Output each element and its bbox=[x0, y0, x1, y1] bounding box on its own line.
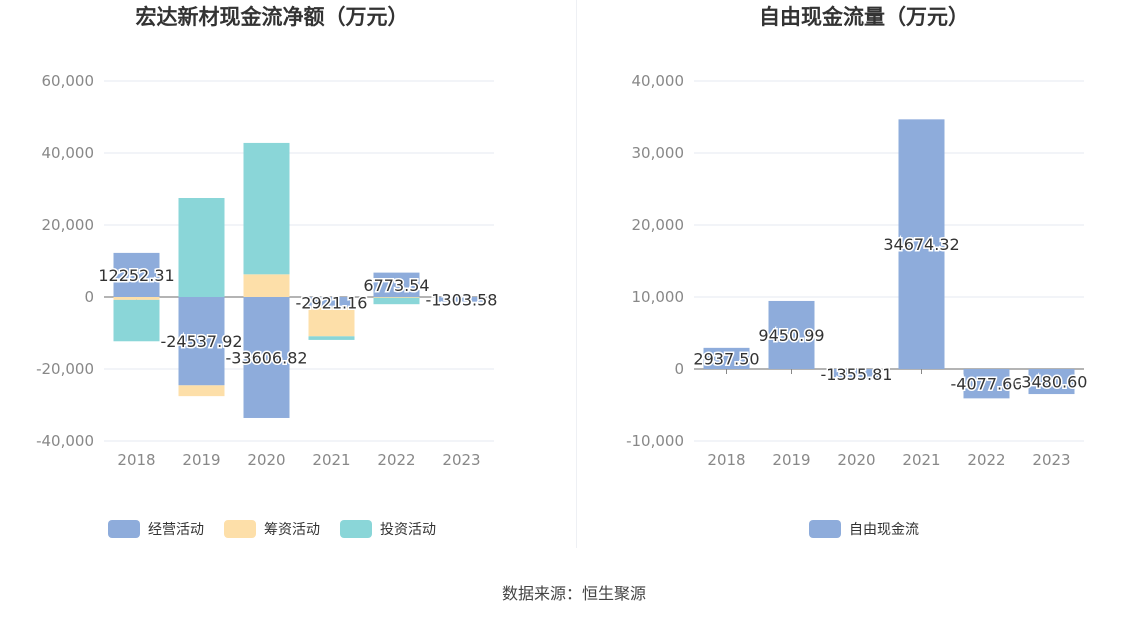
legend-swatch bbox=[108, 520, 140, 538]
x-tick-label: 2022 bbox=[967, 451, 1005, 469]
data-label: 6773.54 bbox=[363, 276, 429, 295]
data-label: -2921.16 bbox=[296, 293, 368, 312]
bar-筹资活动-2018 bbox=[113, 297, 160, 300]
legend-label: 自由现金流 bbox=[849, 522, 919, 538]
bar-自由现金流-2019 bbox=[768, 300, 815, 369]
y-tick-label: -20,000 bbox=[36, 360, 94, 378]
y-tick-label: 30,000 bbox=[632, 144, 685, 162]
y-tick-label: -10,000 bbox=[626, 432, 684, 450]
data-label: -24537.92 bbox=[160, 332, 242, 351]
data-label: -1303.58 bbox=[426, 290, 498, 309]
data-label: -33606.82 bbox=[225, 348, 307, 367]
bar-经营活动-2019 bbox=[178, 297, 225, 386]
legend-label: 投资活动 bbox=[380, 522, 436, 538]
data-label: 12252.31 bbox=[98, 266, 174, 285]
y-tick-label: 60,000 bbox=[42, 72, 95, 90]
y-tick-label: 20,000 bbox=[42, 216, 95, 234]
y-tick-label: 0 bbox=[84, 288, 94, 306]
x-tick-label: 2020 bbox=[247, 451, 285, 469]
data-source: 数据来源：恒生聚源 bbox=[501, 584, 646, 603]
legend-label: 筹资活动 bbox=[264, 521, 320, 538]
x-tick-label: 2022 bbox=[377, 451, 415, 469]
bar-经营活动-2020 bbox=[243, 297, 290, 418]
bar-筹资活动-2020 bbox=[243, 274, 290, 297]
bar-经营活动-2023 bbox=[438, 297, 485, 302]
x-tick-label: 2018 bbox=[707, 451, 745, 469]
y-tick-label: 0 bbox=[674, 360, 684, 378]
y-tick-label: 10,000 bbox=[632, 288, 685, 306]
data-label: -4077.66 bbox=[951, 375, 1023, 394]
x-tick-label: 2019 bbox=[182, 451, 220, 469]
y-tick-label: 40,000 bbox=[632, 72, 685, 90]
bar-经营活动-2018 bbox=[113, 252, 160, 297]
y-tick-label: -40,000 bbox=[36, 432, 94, 450]
bar-筹资活动-2019 bbox=[178, 385, 225, 397]
bar-投资活动-2019 bbox=[178, 198, 225, 297]
x-tick-label: 2018 bbox=[117, 451, 155, 469]
bar-自由现金流-2023 bbox=[1028, 369, 1075, 395]
chart-2: 自由现金流量（万元） 40,000 30,000 20,000 10,000 0 -10,0… bbox=[626, 5, 1089, 538]
data-label: 9450.99 bbox=[758, 326, 824, 345]
data-label: -3480.60 bbox=[1016, 373, 1088, 392]
x-tick-label: 2023 bbox=[442, 451, 480, 469]
chart-title: 宏达新材现金流净额（万元） bbox=[136, 5, 409, 29]
chart-divider bbox=[576, 0, 577, 548]
bar-筹资活动-2021 bbox=[308, 307, 355, 337]
data-label: 34674.32 bbox=[883, 235, 959, 254]
x-tick-label: 2021 bbox=[902, 451, 940, 469]
bar-投资活动-2020 bbox=[243, 142, 290, 275]
chart-1: 宏达新材现金流净额（万元） 60,000 40,000 20,000 0 -20,000 -… bbox=[36, 5, 499, 538]
bar-自由现金流-2022 bbox=[963, 369, 1010, 399]
x-tick-label: 2020 bbox=[837, 451, 875, 469]
data-label: 2937.50 bbox=[693, 349, 759, 368]
legend-swatch bbox=[809, 520, 841, 538]
legend-swatch bbox=[340, 520, 372, 538]
legend-swatch bbox=[224, 520, 256, 538]
bar-自由现金流-2021 bbox=[898, 119, 945, 369]
y-tick-label: 40,000 bbox=[42, 144, 95, 162]
bar-投资活动-2018 bbox=[113, 299, 160, 342]
chart-title: 自由现金流量（万元） bbox=[759, 5, 969, 29]
x-tick-label: 2023 bbox=[1032, 451, 1070, 469]
data-label: -1355.81 bbox=[821, 365, 893, 384]
bar-经营活动-2021 bbox=[308, 297, 355, 308]
bar-投资活动-2022 bbox=[373, 297, 420, 305]
bar-自由现金流-2018 bbox=[703, 347, 750, 369]
bar-筹资活动-2022 bbox=[373, 297, 420, 298]
bar-投资活动-2021 bbox=[308, 336, 355, 340]
x-tick-label: 2019 bbox=[772, 451, 810, 469]
y-tick-label: 20,000 bbox=[632, 216, 685, 234]
bar-自由现金流-2020 bbox=[833, 369, 880, 379]
bar-经营活动-2022 bbox=[373, 272, 420, 297]
legend-label: 经营活动 bbox=[148, 522, 204, 538]
x-tick-label: 2021 bbox=[312, 451, 350, 469]
